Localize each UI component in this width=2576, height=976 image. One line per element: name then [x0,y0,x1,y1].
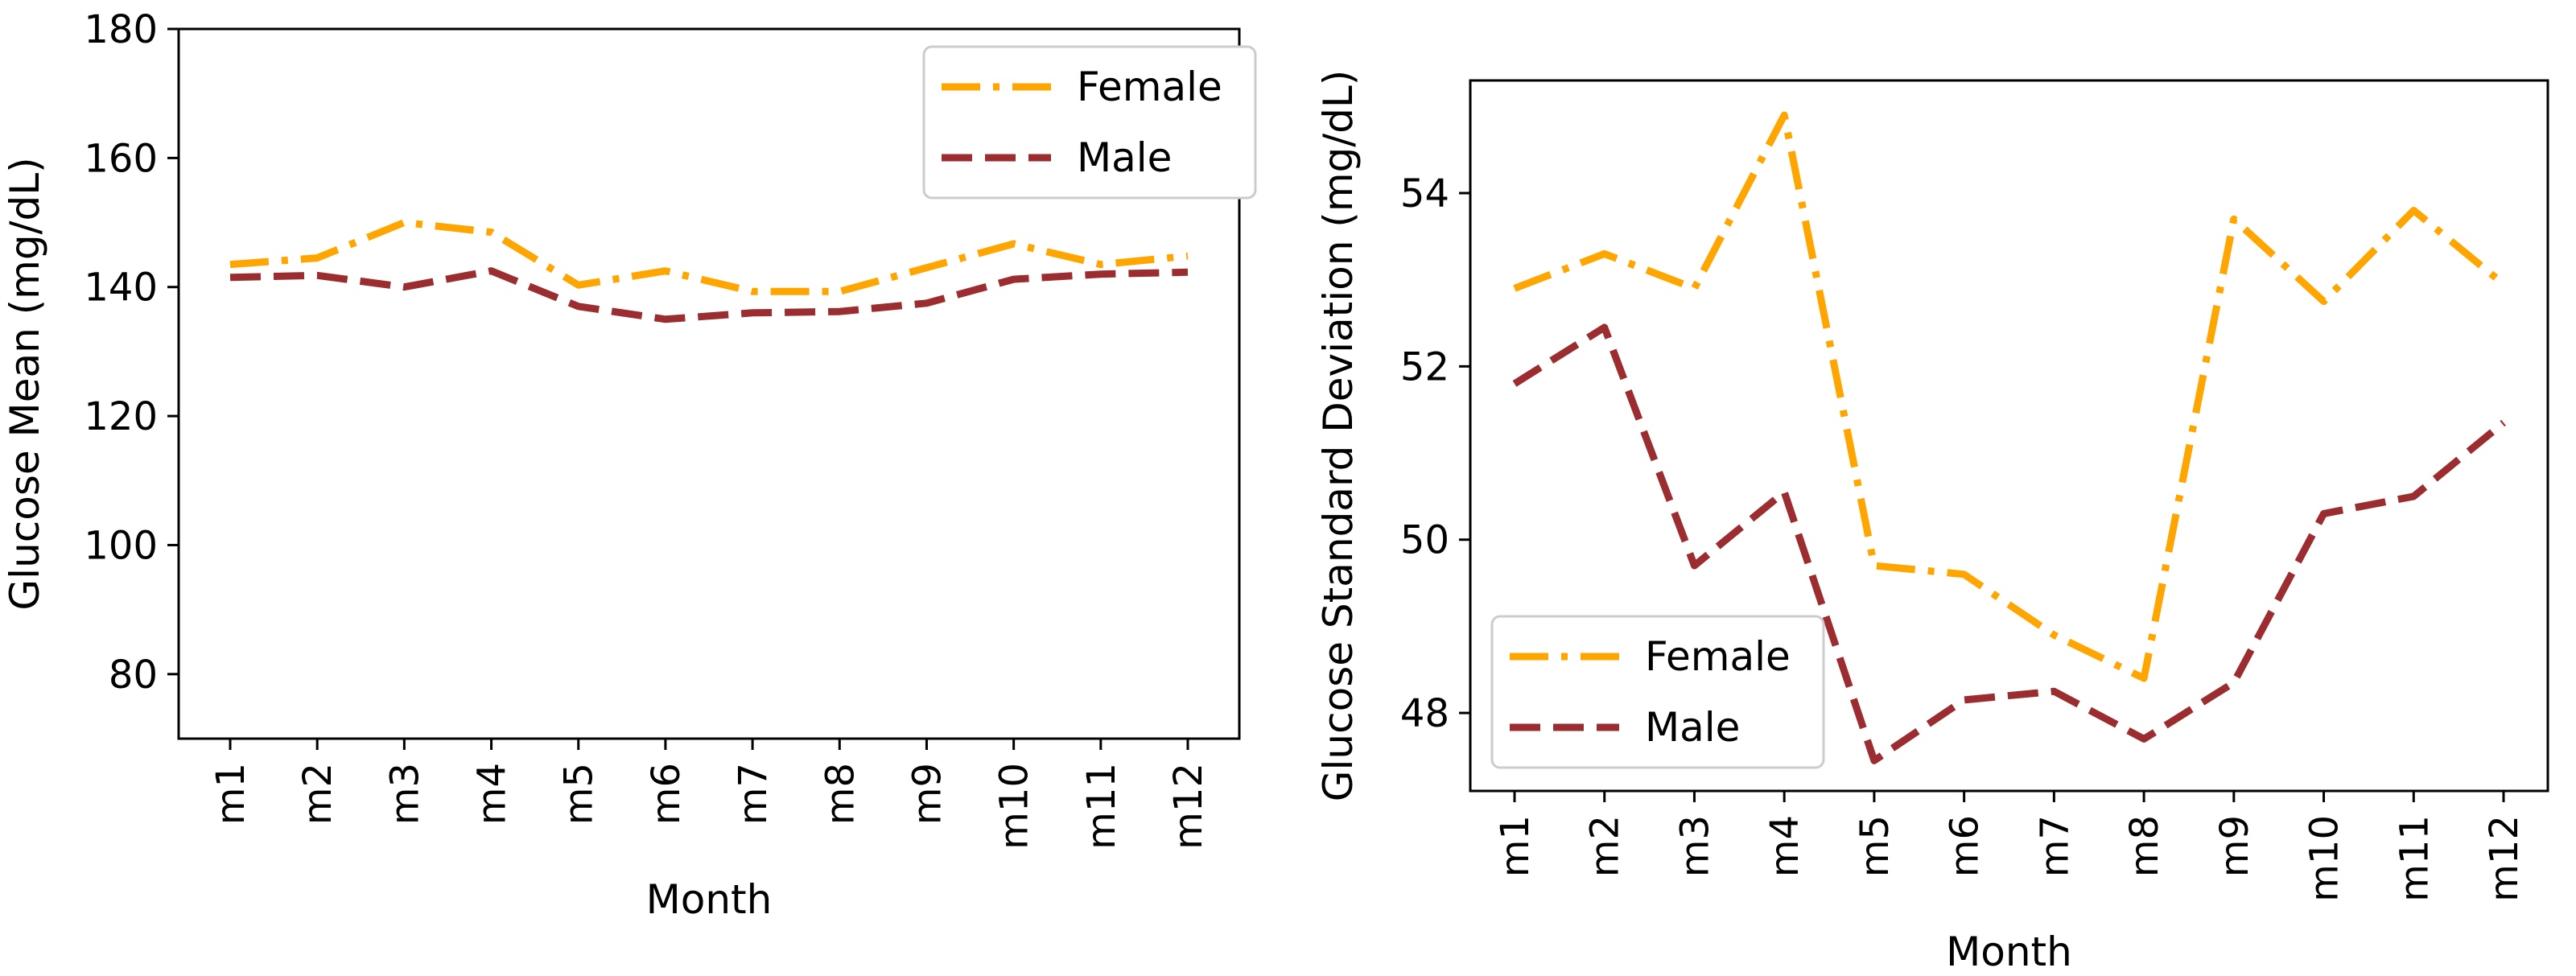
legend-label-male: Male [1077,134,1172,181]
series-line-female [1513,111,2506,682]
x-tick-label: m9 [905,763,950,825]
legend: Female Male [922,45,1257,200]
y-tick-label: 160 [84,136,158,181]
y-axis-title: Glucose Standard Deviation (mg/dL) [1315,70,1362,801]
y-tick-label: 54 [1400,171,1449,216]
x-tick-label: m11 [2392,815,2437,902]
x-tick-label: m4 [1762,815,1807,877]
x-tick-label: m3 [382,763,427,825]
x-tick-label: m6 [1943,815,1988,877]
y-tick-label: 80 [109,653,158,698]
x-tick-label: m8 [2122,815,2167,877]
y-tick-label: 52 [1400,344,1449,389]
y-tick-label: 120 [84,394,158,439]
series-line-male [1512,323,2506,764]
legend-label-female: Female [1645,633,1791,680]
y-tick-label: 50 [1400,518,1449,563]
series-line-female [229,219,1189,295]
x-tick-label: m5 [557,763,602,825]
x-tick-label: m4 [470,763,515,825]
legend-label-male: Male [1645,704,1740,751]
x-tick-label: m1 [208,763,253,825]
x-tick-label: m8 [818,763,863,825]
series-line-male [229,267,1189,323]
glucose-mean-chart: 80 100 120 140 160 180 m1 m2 m3 m4 m5 m6 m7 m8 m9 m10 m1… [2,7,1257,923]
plot-frame [1469,79,2549,793]
x-tick-label: m2 [295,763,340,825]
x-tick-label: m2 [1583,815,1628,877]
x-tick-label: m7 [2032,815,2077,877]
legend-label-female: Female [1077,64,1222,110]
plot-frame [177,27,1241,740]
x-tick-label: m10 [992,763,1037,850]
x-tick-label: m12 [1166,763,1211,850]
x-axis-title: Month [646,876,773,923]
x-tick-label: m11 [1079,763,1124,850]
y-axis-title: Glucose Mean (mg/dL) [2,157,48,610]
x-tick-label: m5 [1853,815,1898,877]
x-tick-label: m10 [2302,815,2347,902]
glucose-sd-chart: 48 50 52 54 m1 m2 m3 m4 m5 m6 m7 m8 m9 m10 m11 m12 Month… [1315,70,2549,975]
y-tick-label: 48 [1400,691,1449,736]
x-tick-label: m6 [644,763,689,825]
y-tick-label: 100 [84,523,158,568]
legend: Female Male [1490,615,1825,769]
x-tick-label: m9 [2212,815,2257,877]
x-axis-title: Month [1946,929,2072,975]
x-tick-label: m1 [1493,815,1538,877]
x-tick-label: m3 [1672,815,1717,877]
x-tick-label: m7 [731,763,776,825]
x-tick-label: m12 [2482,815,2527,902]
y-tick-label: 140 [84,266,158,311]
y-tick-label: 180 [84,7,158,52]
